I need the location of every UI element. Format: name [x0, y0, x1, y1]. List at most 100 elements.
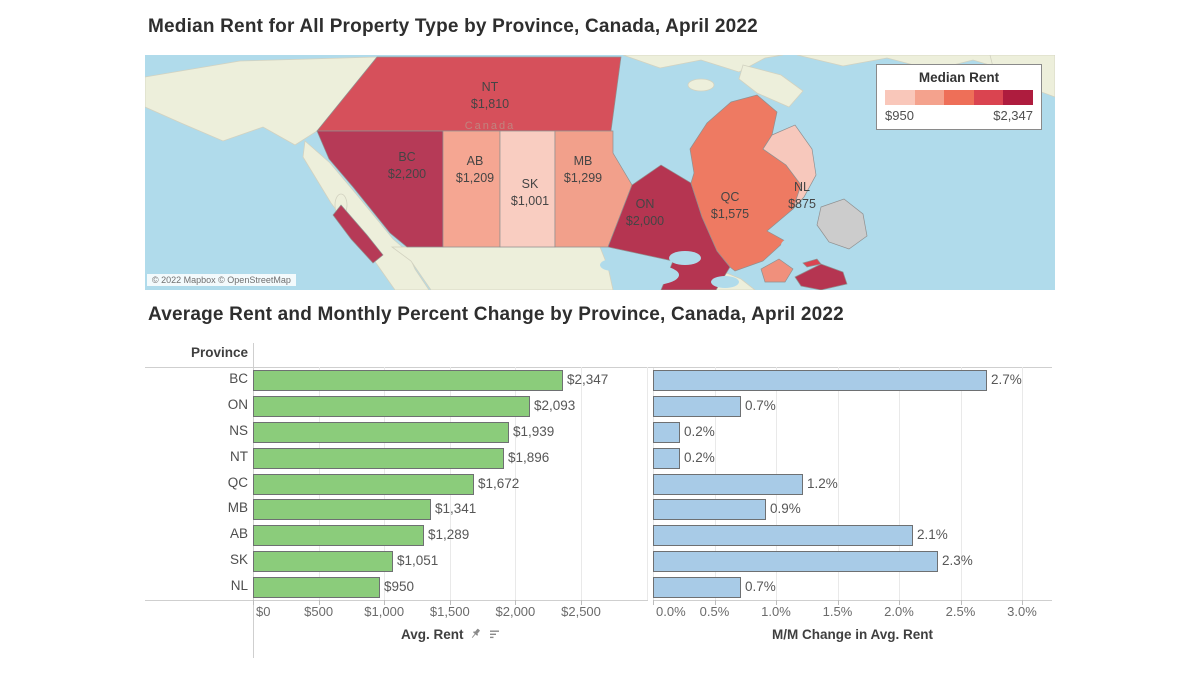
legend-swatch: [1003, 90, 1033, 105]
rent-bar-value: $1,051: [397, 553, 439, 569]
province-label: MB $1,299: [564, 154, 602, 185]
province-label: NL $875: [788, 180, 816, 211]
tick-mark: [1022, 600, 1023, 605]
row-label-province: NL: [230, 578, 248, 594]
choropleth-map: Canada NT $1,810 BC $2,200 AB $1,209 SK $1,001 M…: [145, 55, 1055, 290]
change-bar-value: 2.3%: [942, 553, 973, 569]
rent-bar[interactable]: [253, 421, 509, 443]
row-label-province: QC: [227, 474, 248, 490]
right-axis-title: M/M Change in Avg. Rent: [772, 627, 933, 642]
rent-bar-value: $1,939: [513, 423, 555, 439]
rent-bar-value: $2,093: [534, 397, 576, 413]
rent-bar[interactable]: [253, 499, 431, 521]
province-BC-island[interactable]: [332, 204, 384, 264]
rent-bar-value: $1,672: [478, 475, 520, 491]
legend-range: $950 $2,347: [885, 108, 1033, 123]
left-axis-baseline: [145, 600, 648, 601]
rent-bar[interactable]: [253, 395, 530, 417]
bars-title: Average Rent and Monthly Percent Change …: [148, 304, 844, 325]
row-label-province: NS: [229, 422, 248, 438]
row-label-province: AB: [229, 526, 248, 542]
change-bar-value: 0.7%: [745, 397, 776, 413]
tick-label: $2,500: [561, 604, 601, 619]
change-bar-value: 0.9%: [770, 501, 801, 517]
province-NB[interactable]: [760, 258, 794, 283]
land-baffin-island: [738, 64, 804, 108]
gridline: [899, 367, 900, 600]
province-label: QC $1,575: [711, 190, 749, 221]
map-title: Median Rent for All Property Type by Pro…: [148, 16, 758, 37]
rent-bar[interactable]: [253, 473, 474, 495]
province-label: SK $1,001: [511, 177, 549, 208]
change-bar-value: 2.7%: [991, 372, 1022, 387]
tick-label: 1.5%: [822, 604, 853, 619]
province-label: ON $2,000: [626, 197, 664, 228]
map-legend: Median Rent $950 $2,347: [876, 64, 1042, 130]
pin-icon[interactable]: [471, 628, 481, 640]
tick-mark: [653, 600, 654, 605]
province-PE[interactable]: [802, 258, 822, 268]
tick-label: 1.0%: [761, 604, 791, 619]
change-bar[interactable]: [653, 551, 938, 573]
change-bar[interactable]: [653, 577, 741, 599]
left-axis-title-text: Avg. Rent: [400, 627, 464, 642]
rent-bar-value: $1,341: [435, 501, 477, 517]
province-NL-island[interactable]: [816, 198, 868, 250]
bar-charts: Province $0 $500 $1,000 $1,500 $2,000 $2,500 0…: [145, 343, 1052, 665]
tick-label: $0: [256, 604, 271, 619]
sort-icon[interactable]: [489, 629, 500, 640]
province-AB[interactable]: [442, 130, 501, 248]
change-bar[interactable]: [653, 473, 803, 495]
tick-mark: [899, 600, 900, 605]
legend-swatch: [973, 90, 1004, 105]
legend-gradient[interactable]: [885, 90, 1033, 105]
province-NL[interactable]: [762, 124, 817, 210]
row-header[interactable]: Province: [190, 345, 248, 360]
change-bar[interactable]: [653, 447, 680, 469]
gridline: [581, 367, 582, 600]
rent-bar[interactable]: [253, 525, 424, 547]
legend-swatch: [914, 90, 945, 105]
tick-mark: [714, 600, 716, 605]
land-coast-strip: [302, 140, 430, 290]
tick-label: 2.0%: [884, 604, 914, 619]
province-label: NT $1,810: [471, 80, 509, 111]
change-bar[interactable]: [653, 370, 987, 391]
change-bar[interactable]: [653, 421, 680, 443]
tick-mark: [384, 600, 386, 605]
legend-title: Median Rent: [918, 70, 1000, 85]
rent-bar[interactable]: [253, 447, 504, 469]
tick-label: $2,000: [495, 604, 536, 619]
change-bar-value: 0.2%: [684, 449, 715, 465]
country-label: Canada: [465, 120, 516, 132]
tick-label: $1,000: [364, 604, 405, 619]
row-label-province: SK: [229, 552, 248, 568]
map-attribution[interactable]: © 2022 Mapbox © OpenStreetMap: [147, 274, 296, 286]
rent-bar-value: $2,347: [567, 372, 609, 387]
left-axis-title: Avg. Rent: [253, 627, 648, 642]
tick-label: 3.0%: [1007, 604, 1037, 619]
row-label-province: NT: [230, 448, 248, 464]
rent-bar[interactable]: [253, 551, 393, 573]
gridline: [646, 367, 648, 600]
province-label: BC $2,200: [388, 150, 426, 181]
province-label: AB $1,209: [456, 154, 494, 185]
land-alaska-yukon: [145, 56, 378, 146]
tick-label: 0.5%: [699, 604, 730, 619]
change-bar[interactable]: [653, 395, 741, 417]
change-bar-value: 2.1%: [917, 527, 948, 543]
row-label-province: BC: [229, 371, 248, 386]
header-divider: [145, 367, 1052, 368]
tick-mark: [581, 600, 582, 605]
gridline: [837, 367, 839, 600]
tick-mark: [960, 600, 962, 605]
tick-mark: [253, 600, 254, 605]
change-bar[interactable]: [653, 525, 913, 547]
rent-bar[interactable]: [253, 370, 563, 391]
rent-bar[interactable]: [253, 577, 380, 599]
change-bar[interactable]: [653, 499, 766, 521]
great-lakes: [600, 237, 813, 288]
row-label-province: MB: [227, 500, 248, 516]
tick-label: 2.5%: [945, 604, 976, 619]
